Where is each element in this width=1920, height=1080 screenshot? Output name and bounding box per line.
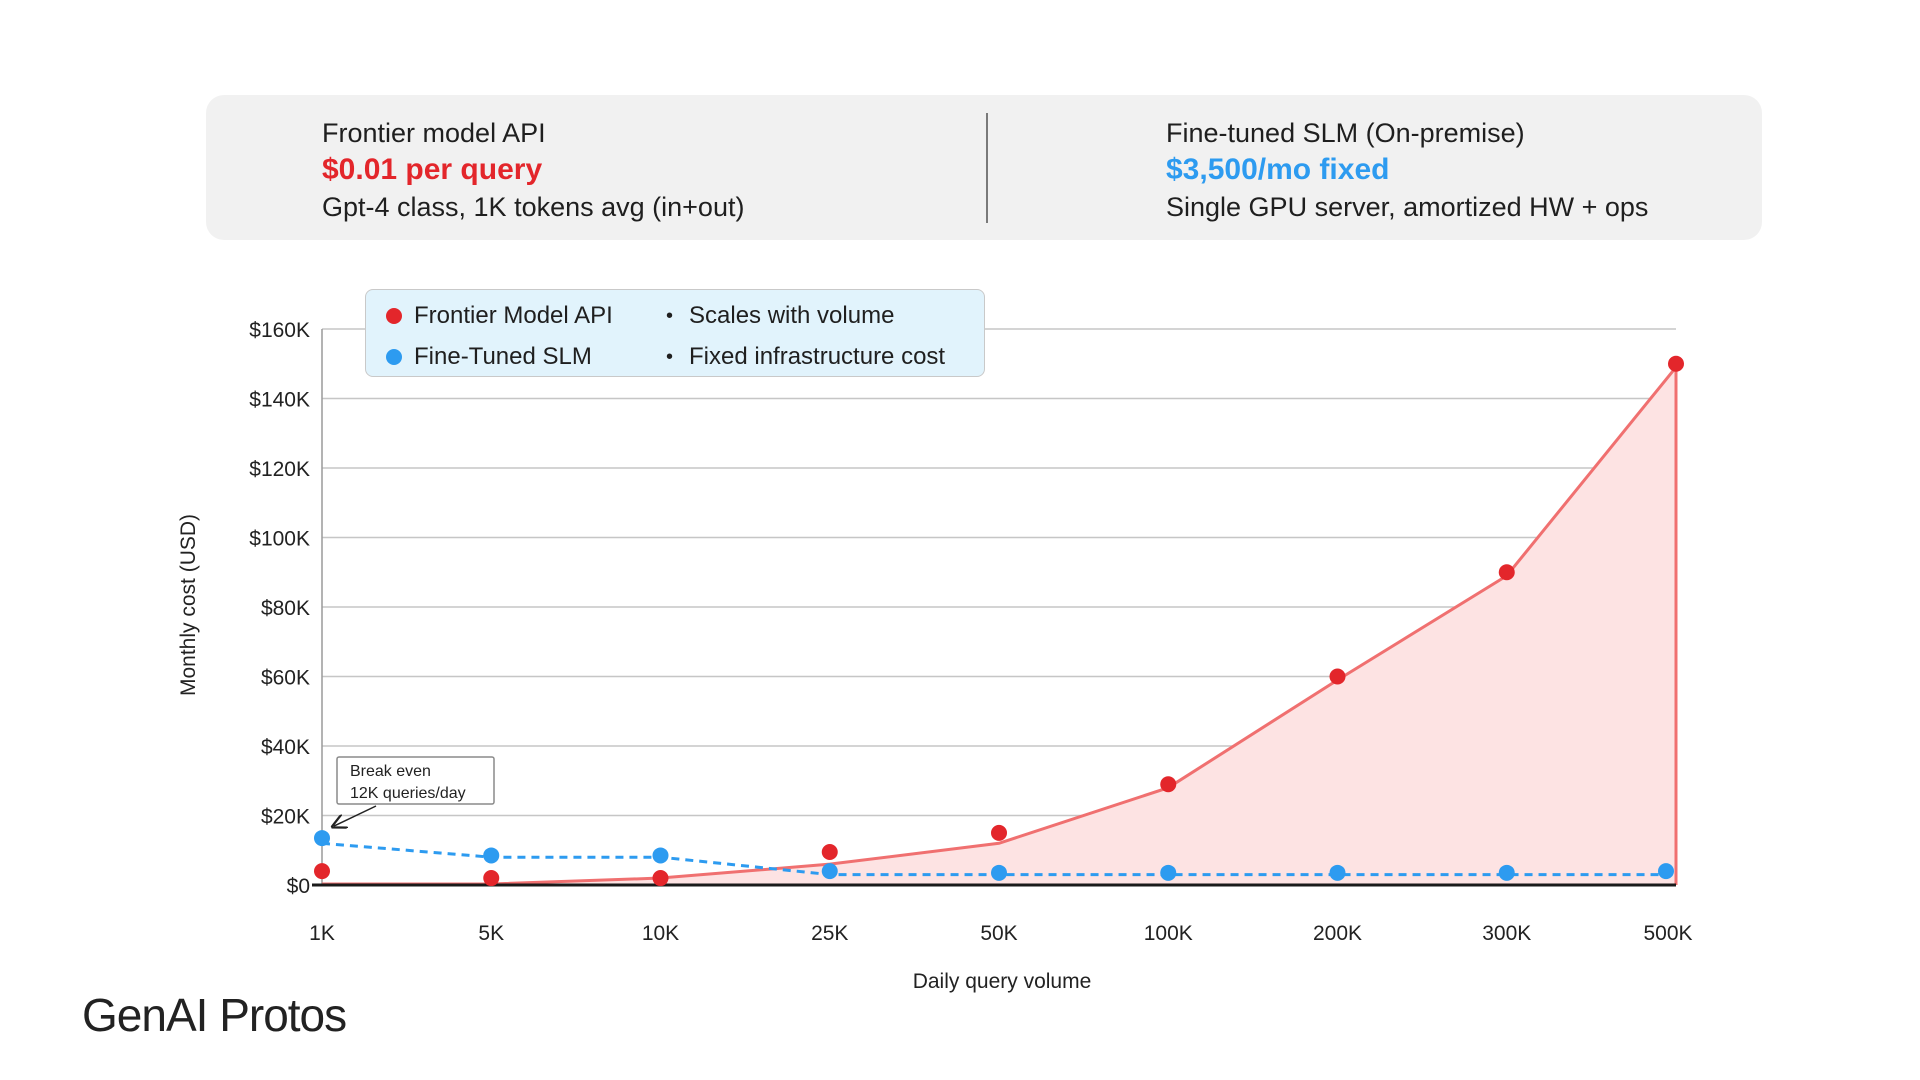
x-tick-label: 100K (1144, 922, 1193, 945)
x-tick-label: 300K (1482, 922, 1531, 945)
chart-legend: Frontier Model API • Scales with volume … (365, 289, 985, 377)
slm-point (652, 847, 669, 864)
legend-bullet: • (666, 304, 674, 327)
slm-desc: Single GPU server, amortized HW + ops (1166, 192, 1649, 222)
slm-point (314, 830, 330, 847)
legend-label-frontier: Frontier Model API (414, 302, 613, 329)
slm-point (991, 864, 1007, 881)
slm-point (483, 847, 500, 864)
frontier-title: Frontier model API (322, 118, 546, 148)
y-tick-label: $20K (261, 806, 310, 829)
x-tick-label: 200K (1313, 922, 1362, 945)
info-panel: Frontier model API $0.01 per query Gpt-4… (206, 95, 1762, 240)
y-tick-label: $0 (287, 875, 310, 898)
frontier-desc: Gpt-4 class, 1K tokens avg (in+out) (322, 192, 745, 222)
y-tick-label: $60K (261, 667, 310, 690)
frontier-point (314, 863, 330, 880)
x-tick-label: 50K (980, 922, 1017, 945)
frontier-point (1498, 564, 1515, 581)
y-axis-label: Monthly cost (USD) (177, 514, 200, 696)
y-tick-label: $140K (249, 389, 310, 412)
legend-bullet: • (666, 345, 674, 368)
annotation-text: 12K queries/day (350, 785, 466, 802)
y-tick-label: $40K (261, 736, 310, 759)
slm-point (1160, 864, 1177, 881)
frontier-area (322, 367, 1676, 886)
slm-point (821, 863, 838, 880)
x-tick-label: 5K (478, 922, 504, 945)
frontier-point (1668, 355, 1684, 372)
y-tick-label: $80K (261, 597, 310, 620)
x-tick-label: 500K (1643, 922, 1692, 945)
frontier-point (991, 824, 1007, 841)
legend-note-frontier: Scales with volume (689, 302, 895, 329)
y-tick-label: $120K (249, 458, 310, 481)
frontier-line (322, 362, 1678, 886)
slm-point (1658, 863, 1674, 880)
frontier-point (1329, 668, 1346, 685)
y-tick-label: $100K (249, 528, 310, 551)
frontier-point (1160, 776, 1177, 793)
slm-point (1498, 864, 1515, 881)
annotation-text: Break even (350, 763, 431, 780)
legend-dot-frontier (386, 308, 402, 324)
x-tick-label: 10K (642, 922, 679, 945)
legend-label-slm: Fine-Tuned SLM (414, 343, 592, 370)
annotation-arrow (334, 805, 377, 826)
info-divider (986, 113, 988, 223)
frontier-point (821, 843, 838, 860)
legend-dot-slm (386, 349, 402, 365)
legend-note-slm: Fixed infrastructure cost (689, 343, 946, 370)
frontier-info: Frontier model API $0.01 per query Gpt-4… (322, 115, 744, 225)
slm-price: $3,500/mo fixed (1166, 153, 1390, 186)
annotation-box (336, 756, 495, 805)
frontier-point (483, 870, 500, 887)
y-tick-label: $160K (249, 319, 310, 342)
x-tick-label: 1K (309, 922, 335, 945)
slm-point (1329, 864, 1346, 881)
frontier-point (652, 870, 669, 887)
genai-protos-logo: GenAI Protos (82, 989, 347, 1041)
slm-info: Fine-tuned SLM (On-premise) $3,500/mo fi… (1166, 115, 1648, 225)
slm-title: Fine-tuned SLM (On-premise) (1166, 118, 1525, 148)
x-tick-label: 25K (811, 922, 848, 945)
frontier-price: $0.01 per query (322, 153, 543, 186)
x-axis-label: Daily query volume (913, 970, 1092, 993)
